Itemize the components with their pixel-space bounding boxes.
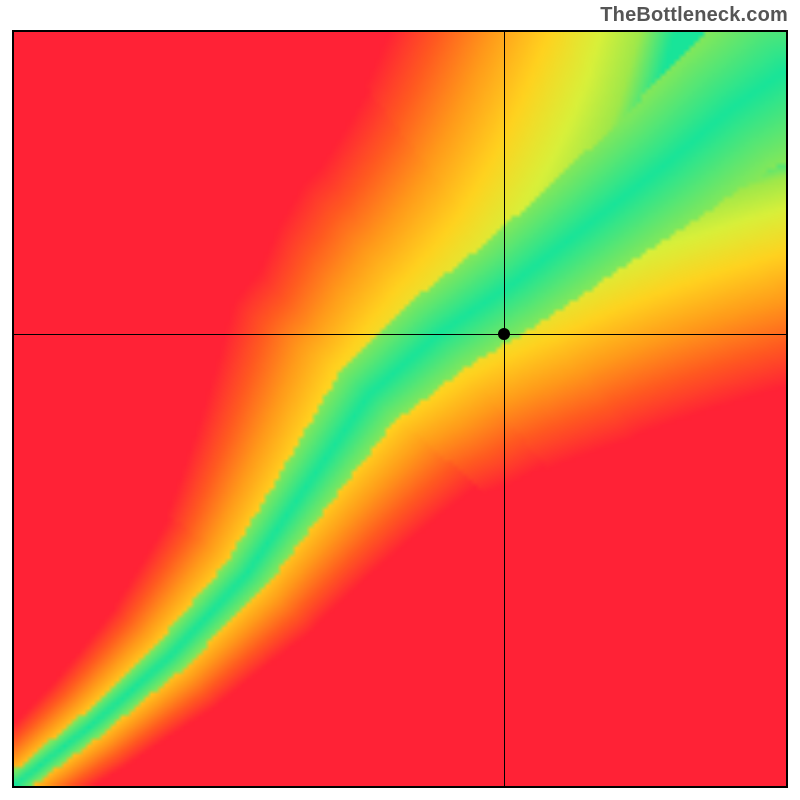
marker-dot [498,328,510,340]
plot-frame [12,30,788,788]
chart-container: TheBottleneck.com [0,0,800,800]
watermark-text: TheBottleneck.com [600,4,788,27]
crosshair-horizontal [14,334,786,335]
crosshair-vertical [504,32,505,786]
heatmap-canvas [14,32,786,786]
